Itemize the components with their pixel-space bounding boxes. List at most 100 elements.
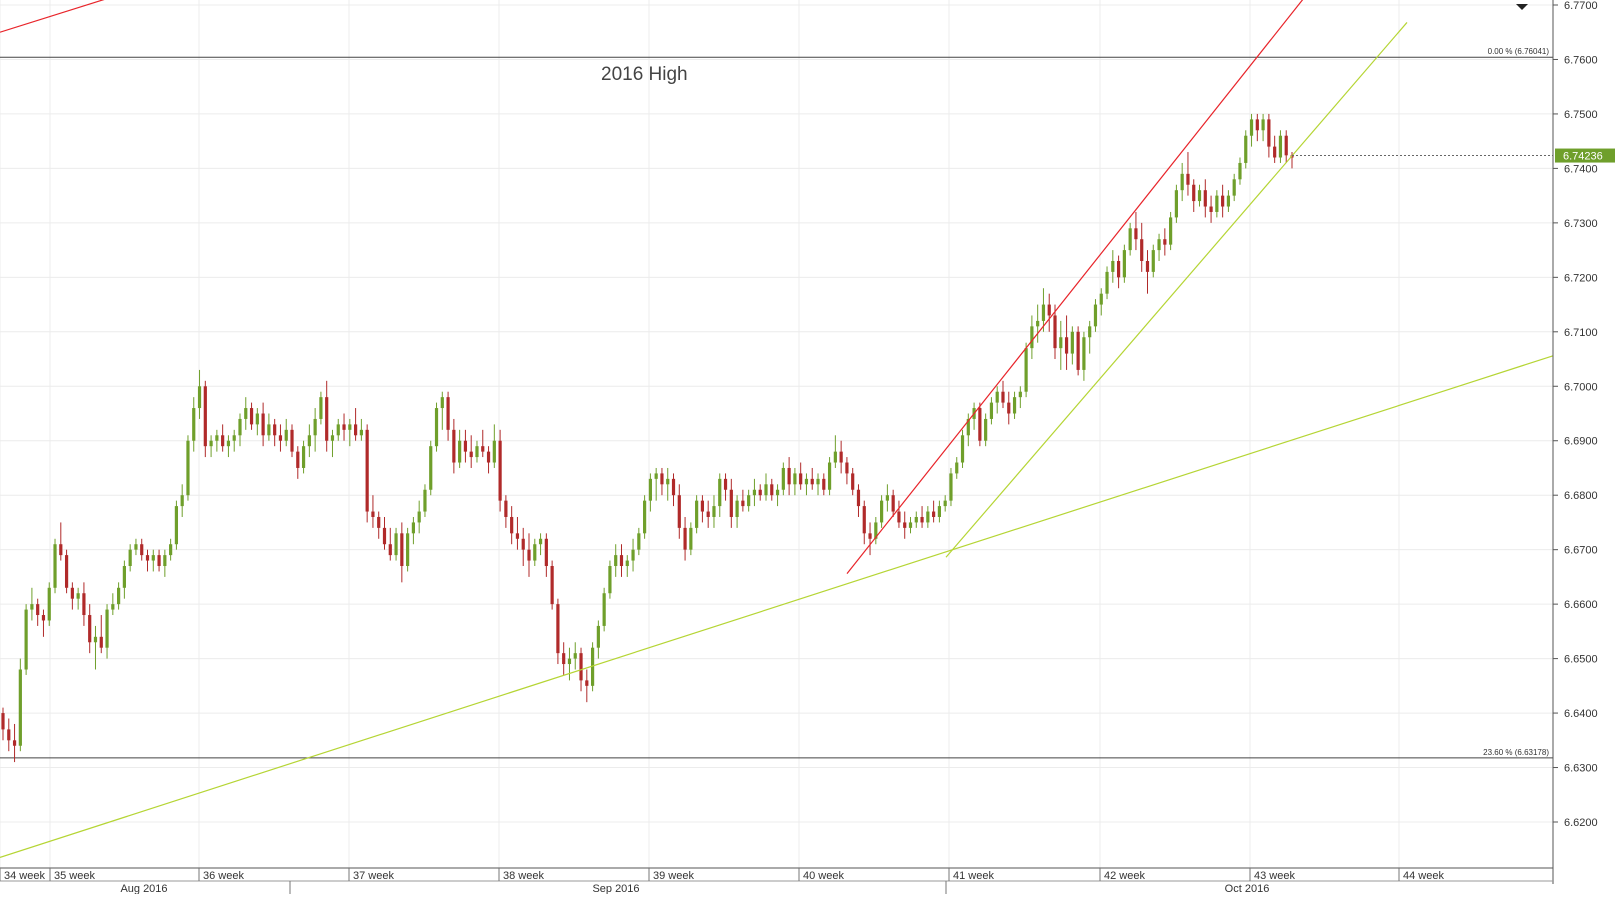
candle	[192, 397, 196, 452]
price-tick-label: 6.6300	[1564, 763, 1598, 775]
candle-body	[371, 511, 375, 517]
candle-body	[492, 440, 496, 463]
candle	[735, 495, 739, 528]
candle-body	[1134, 228, 1138, 240]
week-label: 39 week	[653, 870, 694, 882]
candle	[1244, 130, 1248, 169]
candle	[1024, 342, 1028, 398]
candle-body	[348, 424, 352, 430]
candle	[608, 560, 612, 599]
candle	[1163, 228, 1167, 256]
candle	[475, 440, 479, 463]
candle-body	[1145, 260, 1150, 272]
candle	[799, 462, 803, 490]
candle	[995, 386, 999, 414]
candle-body	[550, 566, 554, 605]
candle	[903, 511, 907, 539]
candle	[770, 478, 774, 501]
candle	[1001, 380, 1005, 409]
trendline[interactable]	[0, 355, 1554, 858]
candle	[891, 489, 895, 517]
candle	[1082, 331, 1086, 381]
candle-body	[1238, 162, 1242, 180]
candle-body	[469, 451, 473, 458]
last-price-tag	[1555, 148, 1615, 163]
candle	[64, 549, 69, 594]
candle-body	[619, 555, 624, 567]
candle-body	[440, 397, 444, 409]
candle-body	[932, 511, 936, 517]
candle-body	[1249, 119, 1254, 136]
candle-body	[53, 544, 57, 588]
candle	[718, 473, 722, 517]
candle-body	[226, 440, 231, 447]
candle	[163, 549, 167, 577]
candle	[643, 495, 647, 539]
candle-body	[290, 429, 294, 452]
candle	[1076, 326, 1080, 376]
candle-body	[151, 555, 155, 561]
dropdown-arrow-icon[interactable]	[1516, 4, 1528, 10]
candle	[1238, 157, 1242, 185]
candle-body	[1128, 228, 1132, 251]
candle	[752, 478, 757, 507]
candle	[434, 402, 439, 452]
candle	[729, 478, 733, 528]
candle	[978, 402, 982, 447]
candle-body	[1111, 260, 1115, 272]
trendline[interactable]	[846, 0, 1333, 575]
candle	[949, 467, 953, 507]
candle-body	[1255, 119, 1259, 131]
candle	[1255, 113, 1259, 142]
candle	[723, 473, 728, 501]
candle	[371, 495, 375, 528]
candle	[41, 609, 46, 637]
candle	[695, 495, 699, 534]
candle	[221, 424, 225, 452]
candle	[700, 495, 705, 523]
candle	[1157, 233, 1161, 261]
candle-body	[1099, 293, 1103, 305]
candle-body	[538, 538, 543, 545]
candle	[82, 582, 86, 626]
trendline[interactable]	[945, 22, 1408, 558]
candle-body	[1192, 184, 1196, 202]
candle-body	[59, 544, 63, 556]
candle-body	[429, 446, 433, 490]
candle	[1036, 304, 1040, 343]
candle-body	[1215, 195, 1219, 212]
candle-body	[353, 424, 358, 436]
candle-body	[989, 402, 994, 419]
candle	[833, 435, 837, 468]
candle	[273, 418, 277, 447]
candle-body	[781, 467, 785, 490]
candle	[417, 500, 421, 534]
candle	[596, 620, 600, 659]
price-tick-label: 6.6600	[1564, 599, 1598, 611]
week-label: 41 week	[953, 870, 994, 882]
candle-body	[833, 451, 837, 463]
candle	[406, 527, 410, 572]
candle	[76, 587, 80, 610]
candle	[186, 435, 190, 501]
candle	[556, 598, 560, 665]
candle	[845, 457, 849, 485]
candle	[521, 527, 525, 567]
candle-body	[301, 446, 306, 468]
candle-body	[787, 467, 791, 485]
price-tick-label: 6.7300	[1564, 218, 1598, 230]
candle-body	[515, 533, 520, 539]
candle	[429, 440, 433, 496]
candle-body	[463, 440, 468, 452]
candle-body	[434, 408, 439, 447]
candle-body	[1186, 173, 1190, 185]
candle	[255, 408, 259, 436]
candle-body	[1221, 195, 1225, 207]
candle	[787, 457, 791, 496]
candle-body	[406, 533, 410, 567]
candle	[88, 604, 92, 654]
candle	[885, 484, 889, 512]
trendline[interactable]	[0, 0, 272, 33]
candle	[330, 429, 335, 458]
